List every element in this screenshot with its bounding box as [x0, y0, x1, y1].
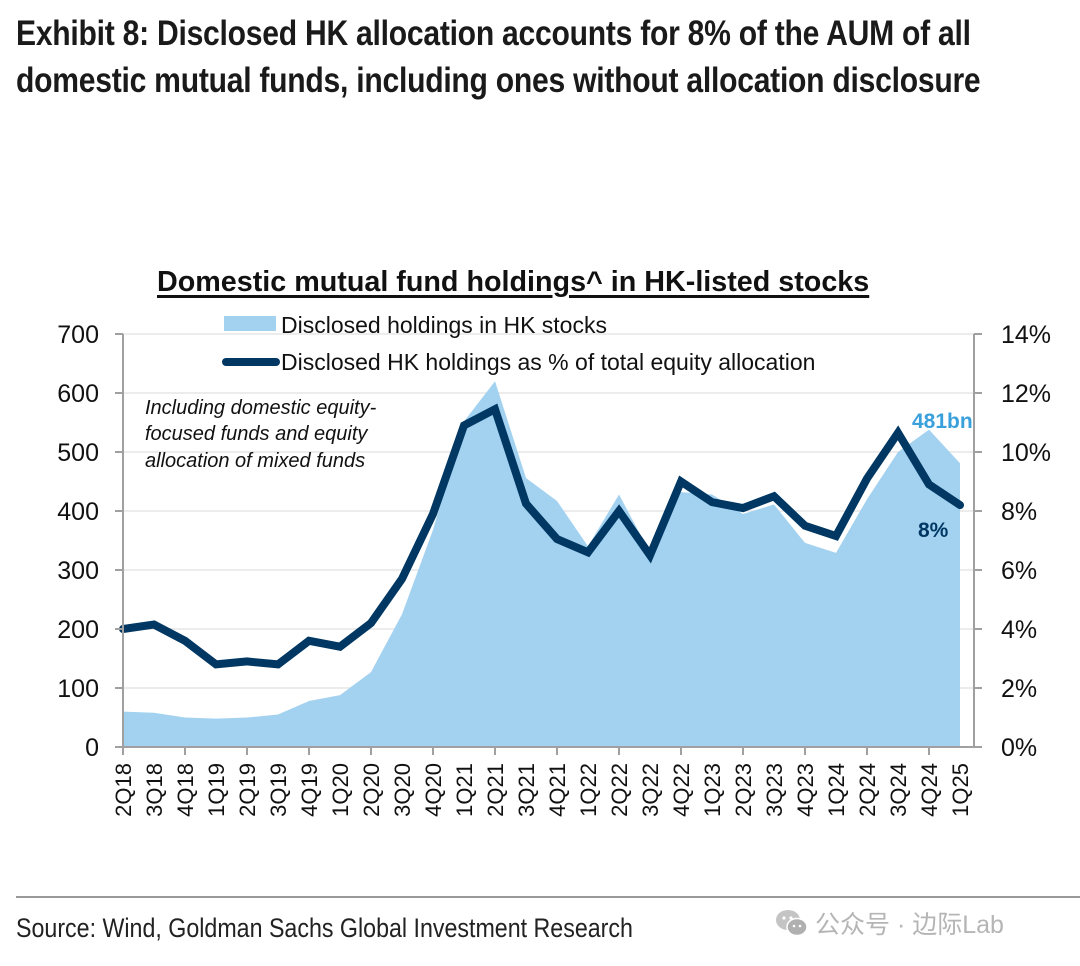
legend: Disclosed holdings in HK stocks Disclose… [222, 312, 815, 375]
annotation-note: Including domestic equity- focused funds… [145, 397, 377, 472]
x-tick-label: 3Q19 [266, 763, 291, 817]
right-tick-label: 4% [1001, 616, 1037, 644]
x-tick-label: 3Q21 [514, 763, 539, 817]
x-tick-label: 1Q21 [452, 763, 477, 817]
left-tick-label: 500 [57, 439, 99, 467]
footer-divider [16, 896, 1080, 898]
x-axis-ticks: 2Q18 3Q18 4Q18 1Q19 2Q19 3Q19 4Q19 1Q20 2Q20 3Q20… [111, 747, 973, 817]
x-tick-label: 4Q21 [545, 763, 570, 817]
x-tick-label: 1Q20 [328, 763, 353, 817]
x-tick-label: 2Q22 [607, 763, 632, 817]
x-tick-label: 4Q23 [793, 763, 818, 817]
legend-label-line: Disclosed HK holdings as % of total equi… [281, 349, 815, 375]
x-tick-label: 3Q23 [762, 763, 787, 817]
line-series-pct [119, 403, 964, 669]
x-tick-label: 1Q25 [948, 763, 973, 817]
x-tick-label: 1Q22 [576, 763, 601, 817]
right-tick-label: 10% [1001, 439, 1051, 467]
right-tick-label: 8% [1001, 498, 1037, 526]
x-tick-label: 4Q24 [917, 763, 942, 817]
area-series-holdings [123, 381, 960, 747]
right-tick-label: 2% [1001, 675, 1037, 703]
x-tick-label: 3Q20 [390, 763, 415, 817]
x-tick-label: 2Q24 [855, 763, 880, 817]
legend-label-area: Disclosed holdings in HK stocks [281, 312, 607, 338]
x-tick-label: 2Q21 [483, 763, 508, 817]
watermark: 公众号 · 边际Lab [775, 905, 1004, 941]
x-tick-label: 1Q23 [700, 763, 725, 817]
annotation-note-line-1: Including domestic equity- [145, 397, 377, 419]
legend-area-swatch [224, 316, 276, 331]
x-tick-label: 4Q19 [297, 763, 322, 817]
area-series-layer [122, 381, 961, 747]
left-tick-label: 100 [57, 675, 99, 703]
data-label-last-pct: 8% [918, 519, 949, 542]
x-tick-label: 2Q23 [731, 763, 756, 817]
source-note: Source: Wind, Goldman Sachs Global Inves… [16, 913, 633, 943]
line-series-layer [119, 403, 964, 669]
axes [122, 334, 975, 748]
right-axis-ticks: 0% 2% 4% 6% 8% 10% 12% 14% [974, 321, 1051, 762]
chart-canvas: 0 100 200 300 400 500 600 700 0% 2% 4% 6% 8% 10% 12% 1… [57, 312, 1051, 817]
annotation-note-line-3: allocation of mixed funds [145, 450, 365, 472]
right-tick-label: 12% [1001, 380, 1051, 408]
left-tick-label: 600 [57, 380, 99, 408]
wechat-icon [776, 910, 808, 937]
x-tick-label: 3Q24 [886, 763, 911, 817]
left-tick-label: 200 [57, 616, 99, 644]
x-tick-label: 1Q24 [824, 763, 849, 817]
x-tick-label: 2Q20 [359, 763, 384, 817]
x-tick-label: 1Q19 [204, 763, 229, 817]
left-tick-label: 700 [57, 321, 99, 349]
x-tick-label: 4Q22 [669, 763, 694, 817]
x-tick-label: 4Q18 [173, 763, 198, 817]
left-tick-label: 0 [85, 734, 99, 762]
chart-title: Domestic mutual fund holdings^ in HK-lis… [157, 266, 870, 298]
right-tick-label: 6% [1001, 557, 1037, 585]
x-tick-label: 2Q19 [235, 763, 260, 817]
x-tick-label: 4Q20 [421, 763, 446, 817]
right-tick-label: 14% [1001, 321, 1051, 349]
right-tick-label: 0% [1001, 734, 1037, 762]
exhibit-title: Exhibit 8: Disclosed HK allocation accou… [16, 14, 981, 100]
x-tick-label: 3Q18 [142, 763, 167, 817]
left-axis-ticks: 0 100 200 300 400 500 600 700 [57, 321, 123, 762]
left-tick-label: 400 [57, 498, 99, 526]
annotation-note-line-2: focused funds and equity [145, 423, 368, 445]
x-tick-label: 3Q22 [638, 763, 663, 817]
data-label-last-holdings: 481bn [912, 410, 973, 433]
watermark-text: 公众号 · 边际Lab [815, 911, 1004, 939]
x-tick-label: 2Q18 [111, 763, 136, 817]
left-tick-label: 300 [57, 557, 99, 585]
